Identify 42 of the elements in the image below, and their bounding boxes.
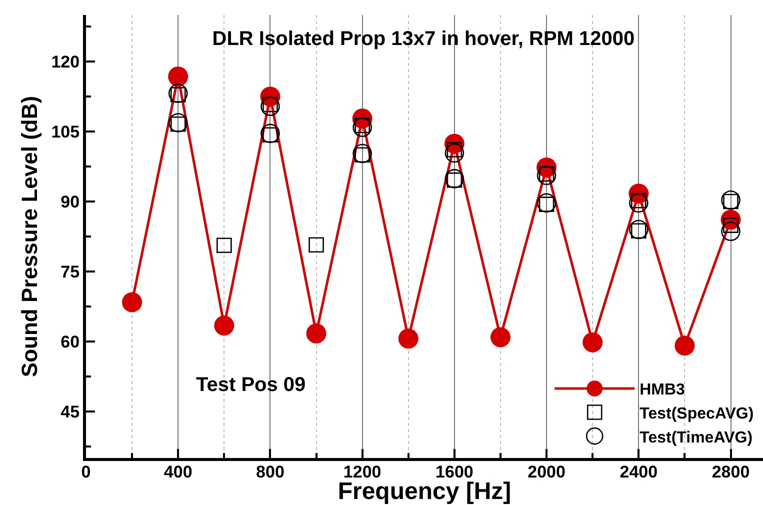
point <box>629 220 648 240</box>
y-axis-title: Sound Pressure Level (dB) <box>17 96 42 378</box>
point <box>122 292 142 312</box>
point <box>629 193 648 213</box>
x-tick-label: 0 <box>81 462 91 482</box>
y-tick-label: 60 <box>60 332 80 352</box>
point <box>216 238 232 254</box>
x-tick-label: 400 <box>164 462 192 482</box>
y-tick-label: 105 <box>51 122 80 142</box>
annotation: Test Pos 09 <box>196 374 306 396</box>
point <box>308 237 324 253</box>
x-tick-label: 2000 <box>528 462 566 482</box>
point <box>214 316 234 336</box>
point <box>352 144 372 164</box>
y-tick-label: 45 <box>60 402 80 422</box>
point <box>721 190 740 210</box>
point <box>260 96 280 116</box>
x-tick-label: 2800 <box>712 462 750 482</box>
point <box>352 118 372 138</box>
legend-label: Test(SpecAVG) <box>640 406 754 423</box>
point <box>398 328 418 349</box>
point <box>721 222 740 242</box>
x-tick-label: 2400 <box>620 462 658 482</box>
legend-label: Test(TimeAVG) <box>640 429 753 446</box>
point <box>444 143 464 163</box>
text: DLR Isolated Prop 13x7 in hover, RPM 12000 <box>212 28 635 50</box>
point <box>444 169 464 188</box>
y-tick-label: 120 <box>51 52 80 72</box>
point <box>490 327 510 348</box>
legend-label: HMB3 <box>640 382 686 399</box>
point <box>168 113 188 132</box>
point <box>306 323 326 344</box>
point <box>536 166 556 186</box>
y-tick-label: 90 <box>60 192 80 212</box>
point <box>536 193 556 213</box>
x-tick-label: 800 <box>256 462 284 482</box>
point <box>168 84 188 103</box>
point <box>674 336 695 356</box>
point <box>582 332 603 352</box>
y-tick-label: 75 <box>60 262 80 282</box>
point <box>260 124 280 144</box>
point <box>168 66 188 87</box>
